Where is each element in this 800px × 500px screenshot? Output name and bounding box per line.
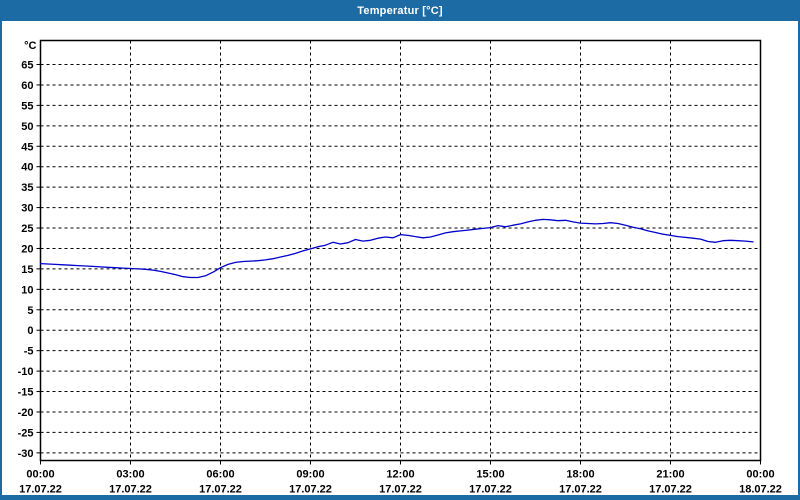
y-tick-label: 65 bbox=[21, 60, 33, 72]
y-tick-label: -30 bbox=[18, 448, 34, 460]
x-tick-time-label: 09:00 bbox=[296, 469, 324, 481]
temperature-line bbox=[39, 218, 754, 279]
y-tick-label: 20 bbox=[21, 243, 33, 255]
x-tick-time-label: 03:00 bbox=[116, 469, 144, 481]
x-tick-time-label: 00:00 bbox=[746, 469, 774, 481]
y-tick-label: 50 bbox=[21, 121, 33, 133]
y-tick-label: -5 bbox=[24, 346, 34, 358]
x-tick-time-label: 15:00 bbox=[476, 469, 504, 481]
x-tick-date-label: 18.07.22 bbox=[739, 484, 782, 496]
y-tick-label: -10 bbox=[18, 366, 34, 378]
y-tick-label: 10 bbox=[21, 284, 33, 296]
y-axis-unit-label: °C bbox=[24, 40, 36, 52]
x-tick-time-label: 00:00 bbox=[26, 469, 54, 481]
y-tick-label: 5 bbox=[27, 305, 33, 317]
x-tick-date-label: 17.07.22 bbox=[109, 484, 152, 496]
x-tick-date-label: 17.07.22 bbox=[199, 484, 242, 496]
y-tick-label: 15 bbox=[21, 264, 33, 276]
y-tick-label: 40 bbox=[21, 162, 33, 174]
x-tick-date-label: 17.07.22 bbox=[559, 484, 602, 496]
x-tick-time-label: 12:00 bbox=[386, 469, 414, 481]
x-tick-date-label: 17.07.22 bbox=[469, 484, 512, 496]
plot-border bbox=[39, 39, 762, 462]
window-title: Temperatur [°C] bbox=[357, 4, 443, 17]
x-tick-date-label: 17.07.22 bbox=[19, 484, 62, 496]
y-tick-label: 35 bbox=[21, 182, 33, 194]
y-tick-label: -25 bbox=[18, 427, 34, 439]
x-tick-date-label: 17.07.22 bbox=[649, 484, 692, 496]
y-tick-label: -15 bbox=[18, 387, 34, 399]
x-tick-time-label: 21:00 bbox=[656, 469, 684, 481]
y-tick-label: 60 bbox=[21, 80, 33, 92]
x-tick-time-label: 06:00 bbox=[206, 469, 234, 481]
y-tick-label: 0 bbox=[27, 325, 33, 337]
window-titlebar[interactable]: Temperatur [°C] bbox=[0, 0, 800, 21]
y-tick-label: 25 bbox=[21, 223, 33, 235]
y-tick-label: -20 bbox=[18, 407, 34, 419]
x-tick-date-label: 17.07.22 bbox=[289, 484, 332, 496]
y-tick-label: 30 bbox=[21, 203, 33, 215]
x-tick-time-label: 18:00 bbox=[566, 469, 594, 481]
y-tick-label: 45 bbox=[21, 141, 33, 153]
y-tick-label: 55 bbox=[21, 100, 33, 112]
x-tick-date-label: 17.07.22 bbox=[379, 484, 422, 496]
